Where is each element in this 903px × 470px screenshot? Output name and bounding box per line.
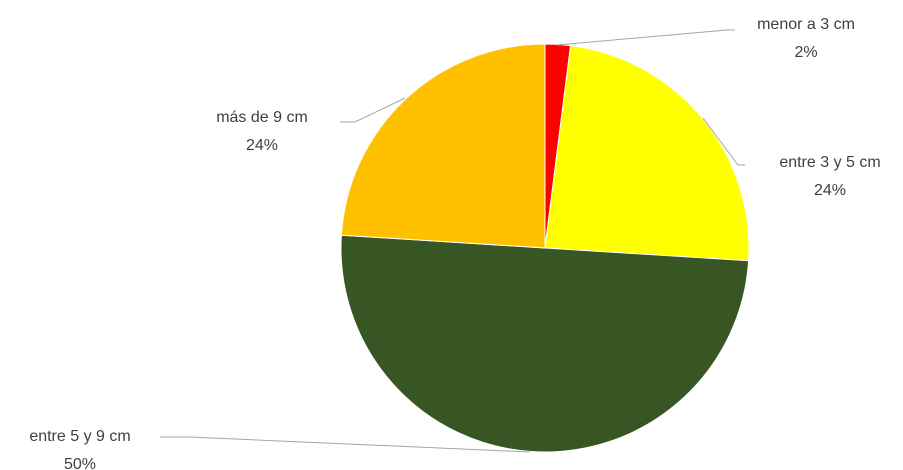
leader-line — [702, 117, 745, 166]
value-label: 24% — [814, 182, 846, 199]
leader-line — [556, 29, 735, 46]
pie-slice — [340, 43, 546, 249]
leader-line — [160, 436, 531, 453]
category-label: entre 3 y 5 cm — [779, 154, 880, 171]
value-label: 2% — [794, 44, 817, 61]
category-label: más de 9 cm — [216, 109, 308, 126]
category-label: menor a 3 cm — [757, 16, 855, 33]
leader-line — [340, 97, 406, 123]
value-label: 24% — [246, 137, 278, 154]
pie-slice — [544, 45, 750, 262]
value-label: 50% — [64, 456, 96, 470]
pie-slice — [340, 234, 750, 453]
category-label: entre 5 y 9 cm — [29, 428, 130, 445]
